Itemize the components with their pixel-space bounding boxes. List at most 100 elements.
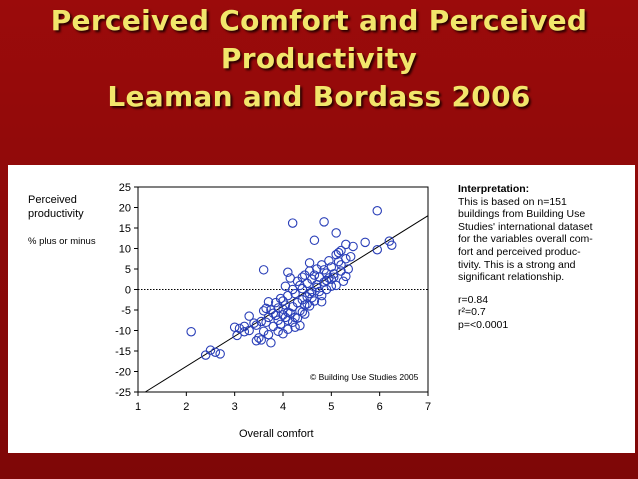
title-line-1: Perceived Comfort and Perceived — [50, 4, 588, 37]
x-tick-label: 5 — [328, 401, 334, 413]
data-point — [341, 271, 351, 282]
data-point — [280, 312, 291, 323]
data-point — [249, 318, 259, 328]
data-point — [205, 345, 216, 355]
data-point — [336, 266, 346, 276]
y-tick-label: -15 — [115, 346, 131, 358]
data-point — [333, 247, 344, 258]
data-point — [275, 319, 286, 330]
x-tick-label: 7 — [425, 401, 431, 413]
data-point — [309, 270, 320, 280]
y-tick-label: -20 — [115, 367, 131, 379]
data-point — [314, 286, 324, 297]
data-point — [372, 244, 382, 255]
data-point — [324, 256, 334, 266]
data-point — [326, 274, 337, 285]
y-axis-label-line1: Perceived — [28, 194, 77, 206]
data-point — [239, 326, 250, 337]
data-point — [372, 206, 382, 216]
title-line-2: Productivity — [220, 42, 418, 75]
data-point — [304, 288, 315, 299]
data-point — [278, 296, 288, 306]
data-point — [268, 308, 279, 319]
y-tick-label: 5 — [125, 264, 131, 276]
data-point — [319, 265, 329, 275]
x-tick-label: 3 — [232, 401, 238, 413]
data-point — [251, 336, 262, 346]
data-point — [270, 310, 281, 321]
data-point — [287, 284, 298, 295]
data-point — [278, 310, 288, 320]
data-point — [256, 335, 267, 345]
data-point — [210, 347, 221, 357]
data-point — [244, 311, 254, 321]
y-tick-label: 25 — [119, 182, 131, 194]
data-point — [263, 329, 274, 340]
data-point — [273, 326, 283, 337]
data-point — [319, 217, 329, 227]
data-point — [312, 279, 322, 290]
data-point — [278, 329, 288, 339]
y-tick-label: -25 — [115, 387, 131, 399]
data-point — [302, 299, 312, 309]
data-point — [348, 241, 358, 252]
data-point — [266, 338, 276, 348]
data-point — [292, 313, 303, 323]
data-point — [386, 240, 397, 250]
x-tick-label: 4 — [280, 401, 286, 413]
title-line-3: Leaman and Bordass 2006 — [107, 80, 531, 113]
data-point — [256, 316, 267, 327]
data-point — [341, 254, 351, 264]
x-tick-label: 1 — [135, 401, 141, 413]
y-tick-label: 20 — [119, 203, 131, 215]
chart-credit: © Building Use Studies 2005 — [310, 372, 419, 382]
interpretation-box: Interpretation: This is based on n=151 bu… — [458, 183, 633, 332]
y-tick-label: 15 — [119, 223, 131, 235]
interpretation-stat: p=<0.0001 — [458, 318, 509, 331]
interpretation-stat: r²=0.7 — [458, 306, 486, 319]
data-point — [304, 258, 315, 268]
data-point — [200, 350, 211, 360]
x-tick-label: 2 — [183, 401, 189, 413]
y-tick-label: -5 — [121, 305, 131, 317]
slide-title: Perceived Comfort and Perceived Producti… — [0, 2, 638, 116]
y-axis-unit-label: % plus or minus — [28, 236, 96, 247]
interpretation-line: for the variables overall com- — [458, 233, 593, 246]
data-point — [299, 309, 310, 319]
data-point — [336, 260, 346, 270]
data-point — [261, 317, 271, 328]
interpretation-heading: Interpretation: — [458, 183, 530, 195]
y-tick-label: -10 — [115, 326, 131, 338]
interpretation-stat: r=0.84 — [458, 293, 489, 306]
data-point — [297, 283, 308, 294]
data-point — [234, 323, 245, 334]
data-point — [290, 322, 300, 332]
chart-panel: Perceived productivity % plus or minus O… — [8, 165, 635, 453]
data-point — [258, 265, 269, 275]
plot-layer: 25 20 15 10 5 0 -5 -10 -15 -20 -25 1 2 3 4 5 6 7 — [115, 182, 431, 413]
data-point — [341, 239, 351, 250]
data-point — [297, 272, 308, 282]
data-point — [331, 228, 341, 238]
data-point — [283, 267, 293, 278]
scatter-chart: Perceived productivity % plus or minus O… — [28, 182, 431, 440]
y-tick-label: 0 — [125, 285, 131, 297]
data-point — [268, 321, 279, 332]
data-point — [232, 330, 242, 341]
data-point — [328, 272, 339, 282]
data-point — [283, 315, 293, 326]
interpretation-line: This is based on n=151 — [458, 195, 567, 208]
data-point — [266, 305, 276, 315]
data-point — [287, 218, 298, 228]
data-point — [309, 235, 320, 246]
interpretation-stats: r=0.84 r²=0.7 p=<0.0001 — [458, 294, 633, 332]
interpretation-line: buildings from Building Use — [458, 208, 586, 221]
x-axis-label: Overall comfort — [239, 428, 314, 440]
data-point — [324, 273, 334, 283]
interpretation-text: This is based on n=151 buildings from Bui… — [458, 196, 633, 284]
data-point — [215, 349, 225, 359]
data-point — [244, 325, 254, 336]
interpretation-line: tivity. This is a strong and — [458, 258, 576, 271]
data-point — [258, 326, 269, 337]
data-point — [316, 260, 327, 270]
